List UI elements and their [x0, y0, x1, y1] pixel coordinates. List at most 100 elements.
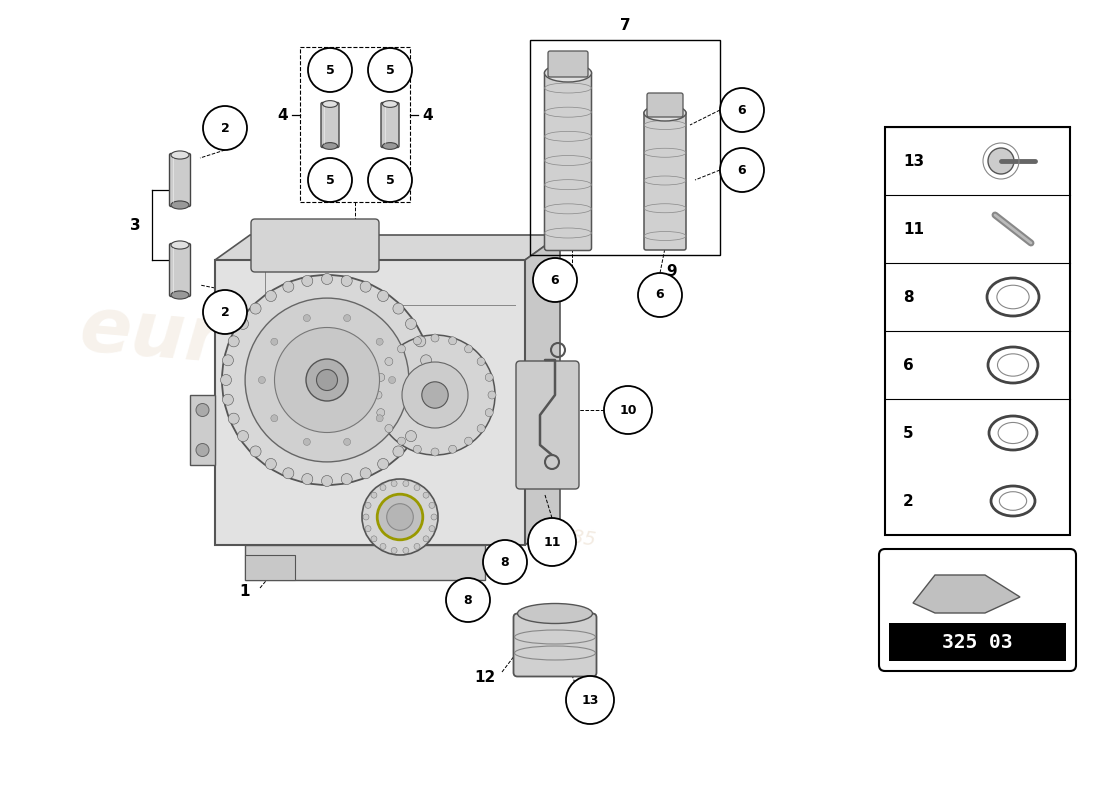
Circle shape	[283, 468, 294, 479]
Circle shape	[393, 303, 404, 314]
Circle shape	[271, 414, 278, 422]
Circle shape	[431, 514, 437, 520]
Polygon shape	[190, 395, 214, 465]
Circle shape	[449, 337, 456, 345]
Text: 2: 2	[221, 306, 230, 318]
FancyBboxPatch shape	[516, 361, 579, 489]
Circle shape	[238, 318, 249, 330]
Circle shape	[362, 479, 438, 555]
Circle shape	[304, 314, 310, 322]
Circle shape	[477, 358, 485, 366]
Circle shape	[321, 475, 332, 486]
Circle shape	[376, 414, 383, 422]
Circle shape	[365, 502, 371, 508]
Circle shape	[250, 446, 261, 457]
Circle shape	[371, 492, 377, 498]
Ellipse shape	[383, 142, 397, 150]
Circle shape	[371, 536, 377, 542]
Circle shape	[301, 275, 312, 286]
Text: 11: 11	[903, 222, 924, 237]
Circle shape	[343, 314, 351, 322]
Text: 8: 8	[903, 290, 914, 305]
FancyBboxPatch shape	[214, 260, 525, 545]
Circle shape	[406, 430, 417, 442]
Circle shape	[204, 290, 248, 334]
Circle shape	[275, 327, 380, 433]
Circle shape	[397, 345, 406, 353]
Ellipse shape	[517, 603, 593, 623]
Circle shape	[265, 458, 276, 470]
Circle shape	[566, 676, 614, 724]
Circle shape	[308, 158, 352, 202]
Circle shape	[196, 403, 209, 417]
Circle shape	[360, 281, 371, 292]
Text: 8: 8	[464, 594, 472, 606]
Ellipse shape	[170, 151, 189, 159]
Circle shape	[374, 391, 382, 399]
Circle shape	[446, 578, 490, 622]
Ellipse shape	[322, 101, 338, 107]
Circle shape	[271, 338, 278, 346]
FancyBboxPatch shape	[644, 111, 686, 250]
Circle shape	[988, 148, 1014, 174]
Text: 6: 6	[738, 163, 746, 177]
Ellipse shape	[644, 105, 686, 121]
Text: 5: 5	[903, 426, 914, 441]
Circle shape	[720, 88, 764, 132]
Circle shape	[534, 258, 578, 302]
Circle shape	[420, 354, 431, 366]
Polygon shape	[525, 235, 560, 545]
Text: 4: 4	[277, 107, 288, 122]
Circle shape	[604, 386, 652, 434]
Circle shape	[414, 337, 421, 345]
FancyBboxPatch shape	[251, 219, 380, 272]
Text: 11: 11	[543, 535, 561, 549]
Circle shape	[449, 446, 456, 454]
Circle shape	[424, 536, 429, 542]
Circle shape	[368, 48, 412, 92]
Circle shape	[406, 318, 417, 330]
Circle shape	[464, 345, 473, 353]
Ellipse shape	[383, 101, 397, 107]
Ellipse shape	[170, 201, 189, 209]
Circle shape	[341, 474, 352, 485]
FancyBboxPatch shape	[647, 93, 683, 117]
Polygon shape	[245, 545, 485, 580]
Text: 4: 4	[422, 107, 432, 122]
Circle shape	[379, 543, 386, 550]
Circle shape	[385, 425, 393, 433]
Text: 6: 6	[656, 289, 664, 302]
Circle shape	[222, 394, 233, 406]
Circle shape	[228, 413, 239, 424]
Circle shape	[414, 446, 421, 454]
Circle shape	[228, 336, 239, 347]
Circle shape	[415, 413, 426, 424]
Circle shape	[377, 494, 422, 540]
Polygon shape	[913, 575, 1020, 613]
Bar	[530, 40, 720, 255]
FancyBboxPatch shape	[245, 555, 295, 580]
Circle shape	[720, 148, 764, 192]
Text: 10: 10	[619, 403, 637, 417]
Circle shape	[222, 354, 233, 366]
Circle shape	[429, 526, 434, 532]
Text: 6: 6	[551, 274, 559, 286]
Circle shape	[392, 481, 397, 486]
Text: 5: 5	[386, 174, 395, 186]
Circle shape	[422, 374, 433, 386]
Circle shape	[387, 504, 414, 530]
Circle shape	[414, 543, 420, 550]
Polygon shape	[214, 235, 560, 260]
Circle shape	[245, 298, 409, 462]
Circle shape	[403, 481, 409, 486]
Circle shape	[429, 502, 434, 508]
Circle shape	[304, 438, 310, 446]
Text: 2: 2	[903, 494, 914, 509]
Circle shape	[377, 290, 388, 302]
Bar	[886, 127, 1070, 535]
Circle shape	[377, 458, 388, 470]
Circle shape	[403, 547, 409, 554]
Circle shape	[402, 362, 468, 428]
Text: 6: 6	[903, 358, 914, 373]
Ellipse shape	[170, 291, 189, 299]
